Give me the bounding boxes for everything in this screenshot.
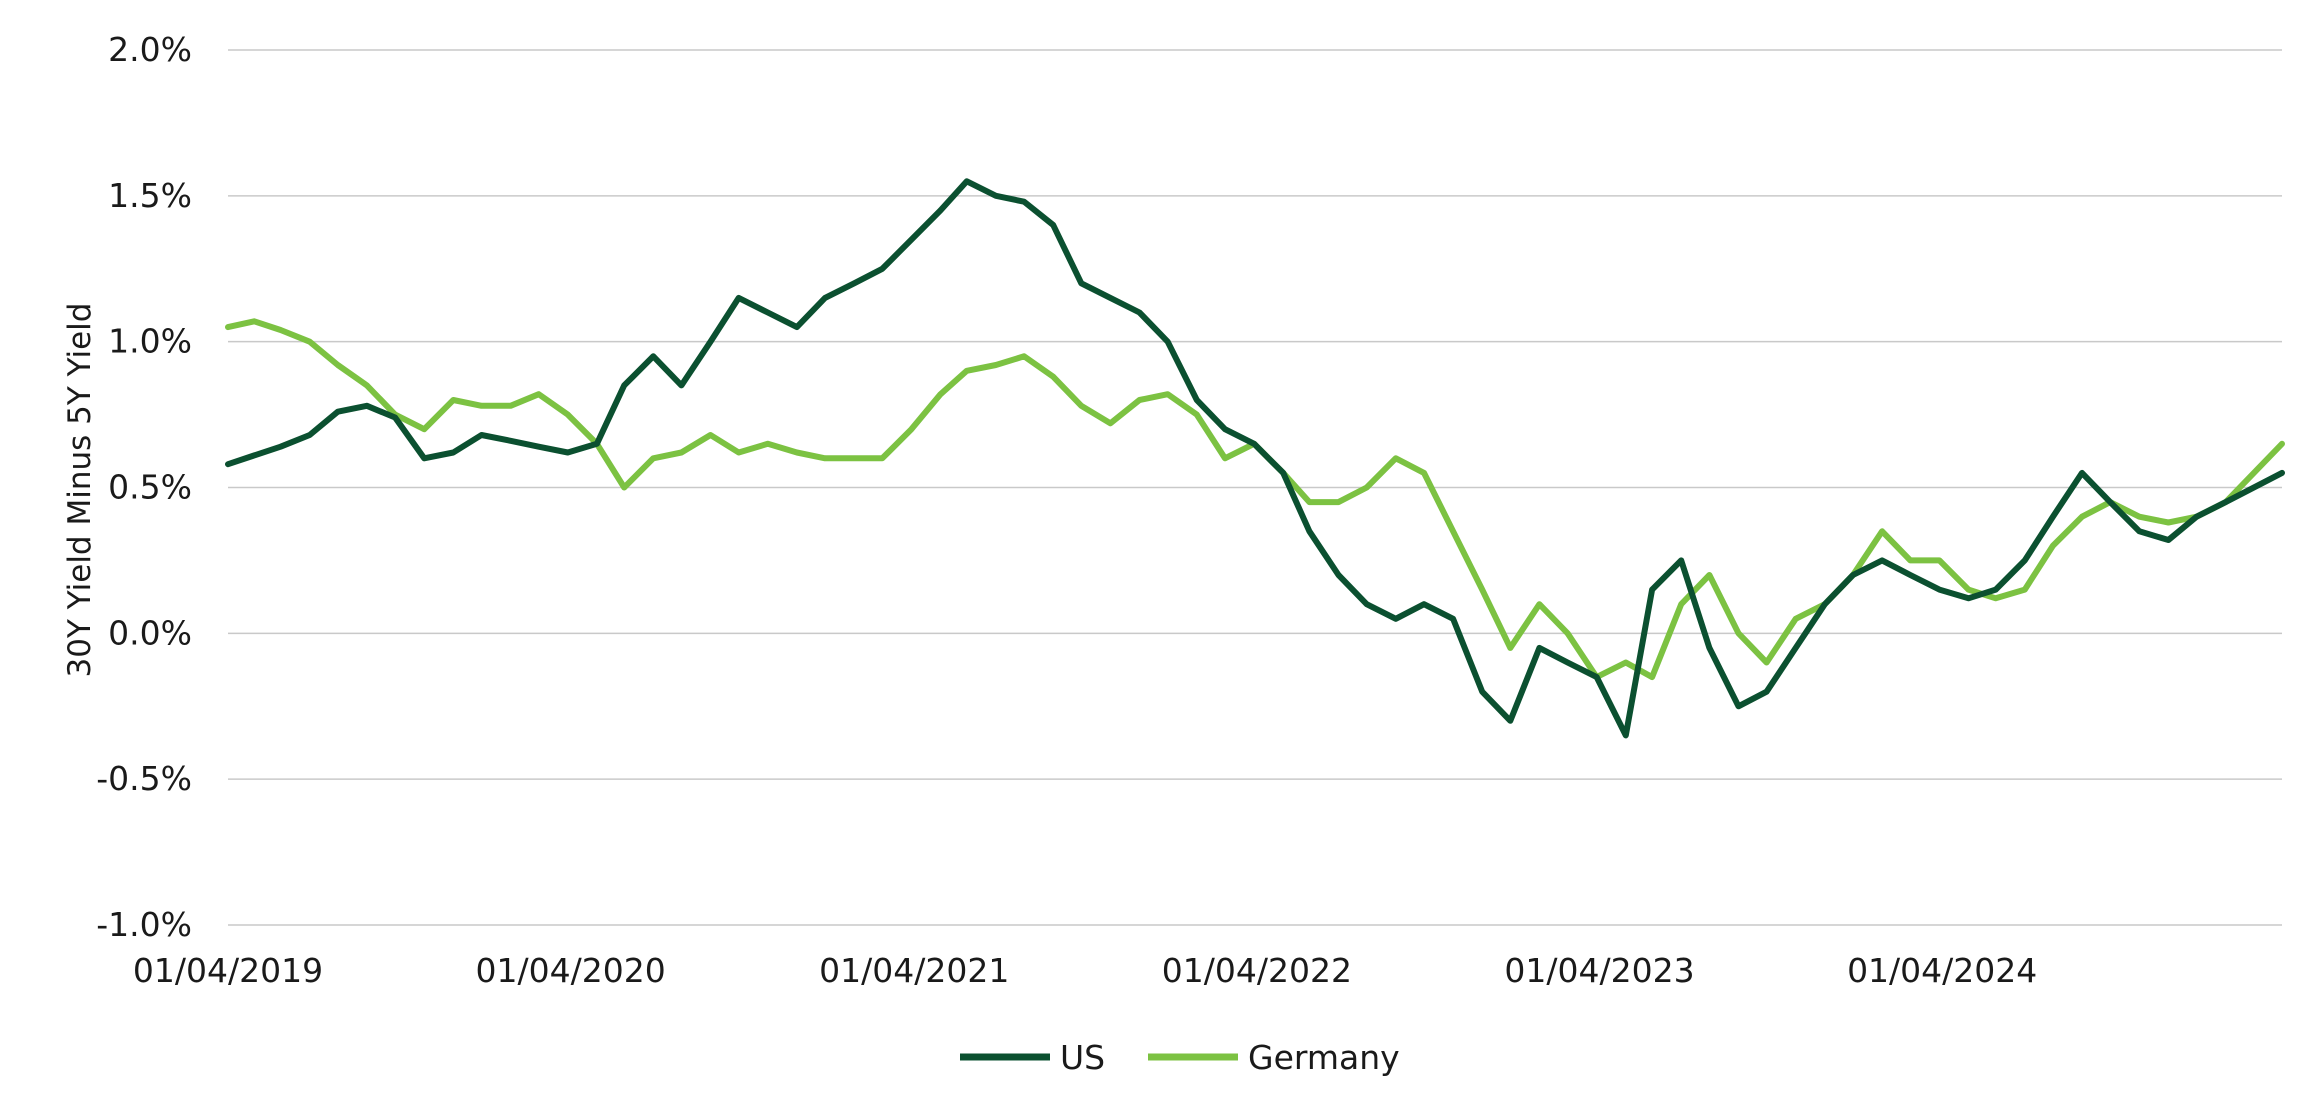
y-tick-label: 1.5% xyxy=(108,176,192,215)
gridlines xyxy=(228,49,2282,926)
legend: US Germany xyxy=(960,1038,1400,1077)
y-tick-label: 0.0% xyxy=(108,613,192,652)
y-axis-label: 30Y Yield Minus 5Y Yield xyxy=(62,303,98,678)
series-line-us xyxy=(225,178,2285,739)
legend-label-us: US xyxy=(1060,1038,1105,1077)
y-axis-ticks: 2.0% 1.5% 1.0% 0.5% 0.0% -0.5% -1.0% xyxy=(96,30,192,944)
legend-label-germany: Germany xyxy=(1248,1038,1400,1077)
x-tick-label: 01/04/2022 xyxy=(1162,951,1352,990)
x-tick-label: 01/04/2020 xyxy=(476,951,666,990)
series-lines xyxy=(225,178,2285,739)
y-tick-label: 2.0% xyxy=(108,30,192,69)
x-tick-label: 01/04/2023 xyxy=(1504,951,1694,990)
x-tick-label: 01/04/2019 xyxy=(133,951,323,990)
y-tick-label: 0.5% xyxy=(108,468,192,507)
y-tick-label: -0.5% xyxy=(96,759,192,798)
x-axis-ticks: 01/04/2019 01/04/2020 01/04/2021 01/04/2022… xyxy=(133,951,2037,990)
x-tick-label: 01/04/2024 xyxy=(1847,951,2037,990)
series-line-germany xyxy=(225,318,2285,681)
x-tick-label: 01/04/2021 xyxy=(819,951,1009,990)
y-tick-label: -1.0% xyxy=(96,905,192,944)
y-tick-label: 1.0% xyxy=(108,322,192,361)
